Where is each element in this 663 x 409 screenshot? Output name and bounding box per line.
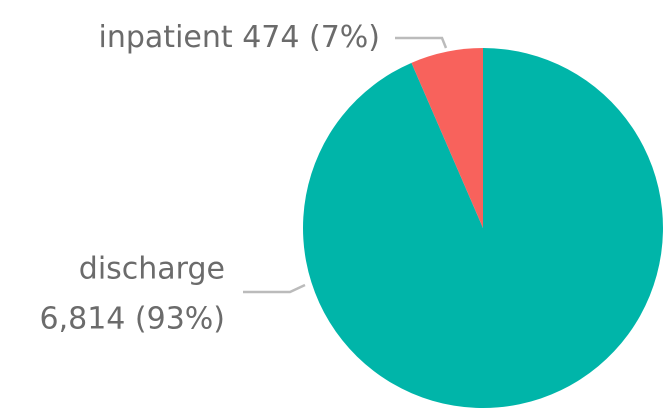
leader-line — [395, 36, 448, 49]
category-label: inpatient — [99, 20, 233, 55]
slice-label: inpatient 474 (7%) — [99, 20, 380, 55]
category-label: discharge — [79, 252, 225, 287]
value-label: 6,814 (93%) — [39, 302, 225, 337]
pie-slice — [411, 48, 483, 228]
value-label: 474 (7%) — [242, 20, 380, 55]
leader-line — [243, 283, 306, 294]
